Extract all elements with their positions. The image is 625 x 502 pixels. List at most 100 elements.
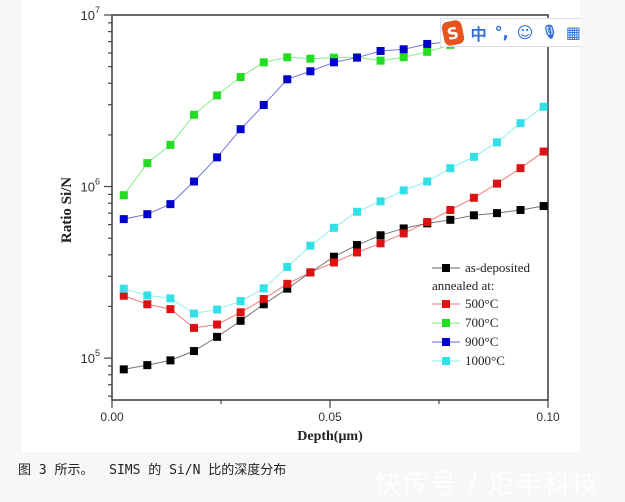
data-point: [143, 159, 152, 168]
y-tick-exp: 7: [95, 5, 100, 15]
grid-icon[interactable]: ▦: [565, 23, 581, 42]
data-point: [516, 119, 525, 128]
data-point: [446, 215, 455, 224]
data-point: [423, 218, 432, 227]
data-point: [376, 239, 385, 248]
x-tick-label: 0.10: [536, 410, 560, 424]
data-point: [236, 297, 245, 306]
x-axis-label: Depth(μm): [297, 429, 363, 444]
microphone-icon[interactable]: 🎙: [541, 25, 558, 40]
data-point: [236, 125, 245, 134]
data-point: [446, 206, 455, 215]
legend-label: 900°C: [465, 334, 498, 349]
data-point: [213, 320, 222, 329]
data-point: [399, 229, 408, 238]
figure-caption: 图 3 所示。 SIMS 的 Si/N 比的深度分布: [18, 463, 287, 478]
y-tick-label: 107: [81, 5, 100, 23]
data-point: [376, 197, 385, 206]
data-point: [143, 291, 152, 300]
data-point: [539, 147, 548, 156]
data-point: [143, 210, 152, 219]
ime-punct-button[interactable]: °,: [494, 23, 509, 42]
data-point: [306, 67, 315, 76]
data-point: [283, 279, 292, 288]
y-tick-exp: 5: [95, 348, 100, 358]
data-point: [189, 309, 198, 318]
data-point: [213, 305, 222, 314]
data-point: [423, 47, 432, 56]
legend-marker: [442, 319, 450, 327]
legend-marker: [442, 264, 450, 272]
data-point: [446, 164, 455, 173]
y-tick-base: 10: [81, 8, 95, 23]
data-point: [399, 53, 408, 62]
data-point: [189, 177, 198, 186]
data-point: [376, 46, 385, 55]
series-line-2: [123, 44, 451, 196]
y-axis-label: Ratio Si/N: [59, 177, 75, 243]
data-point: [492, 209, 501, 218]
x-tick-label: 0.05: [318, 410, 342, 424]
data-point: [492, 179, 501, 188]
data-point: [166, 200, 175, 209]
data-point: [259, 295, 268, 304]
y-tick-base: 10: [81, 351, 95, 366]
data-point: [166, 305, 175, 314]
data-point: [283, 53, 292, 62]
data-point: [213, 332, 222, 341]
ime-mode-button[interactable]: 中: [470, 24, 487, 44]
data-point: [306, 268, 315, 277]
legend-label: 1000°C: [465, 353, 505, 368]
legend-label: as-deposited: [465, 260, 530, 275]
legend-label: 700°C: [465, 315, 498, 330]
y-tick-exp: 6: [95, 177, 100, 187]
data-point: [213, 91, 222, 100]
y-tick-base: 10: [81, 180, 95, 195]
data-point: [143, 300, 152, 309]
data-point: [259, 300, 268, 309]
legend-subtitle: annealed at:: [432, 278, 494, 293]
data-point: [423, 177, 432, 186]
data-point: [329, 252, 338, 261]
data-point: [119, 191, 128, 200]
data-point: [213, 153, 222, 162]
data-point: [119, 365, 128, 374]
data-point: [119, 291, 128, 300]
legend-label: 500°C: [465, 296, 498, 311]
x-tick-label: 0.00: [100, 410, 124, 424]
data-point: [329, 258, 338, 267]
data-point: [166, 294, 175, 303]
data-point: [376, 56, 385, 65]
data-point: [189, 323, 198, 332]
data-point: [492, 138, 501, 147]
y-tick-label: 105: [81, 348, 100, 366]
data-point: [306, 241, 315, 250]
data-point: [516, 206, 525, 215]
data-point: [469, 193, 478, 202]
data-point: [399, 186, 408, 195]
data-point: [119, 284, 128, 293]
data-point: [283, 284, 292, 293]
data-point: [329, 53, 338, 62]
sogou-logo-icon[interactable]: S: [440, 18, 465, 47]
data-point: [166, 140, 175, 149]
data-point: [539, 202, 548, 211]
data-point: [399, 224, 408, 233]
data-point: [353, 207, 362, 216]
legend-marker: [442, 300, 450, 308]
data-point: [469, 211, 478, 220]
legend-marker: [442, 357, 450, 365]
data-point: [539, 102, 548, 111]
data-point: [399, 45, 408, 54]
legend-marker: [442, 338, 450, 346]
data-point: [516, 164, 525, 173]
data-point: [469, 152, 478, 161]
data-point: [259, 58, 268, 67]
ime-toolbar[interactable]: S 中 °, ☺ 🎙 ▦: [440, 18, 581, 47]
watermark: 快传号 / 炬丰科技: [374, 469, 600, 500]
emoji-icon[interactable]: ☺: [516, 23, 534, 42]
data-point: [236, 316, 245, 325]
data-point: [259, 100, 268, 109]
data-point: [329, 223, 338, 232]
